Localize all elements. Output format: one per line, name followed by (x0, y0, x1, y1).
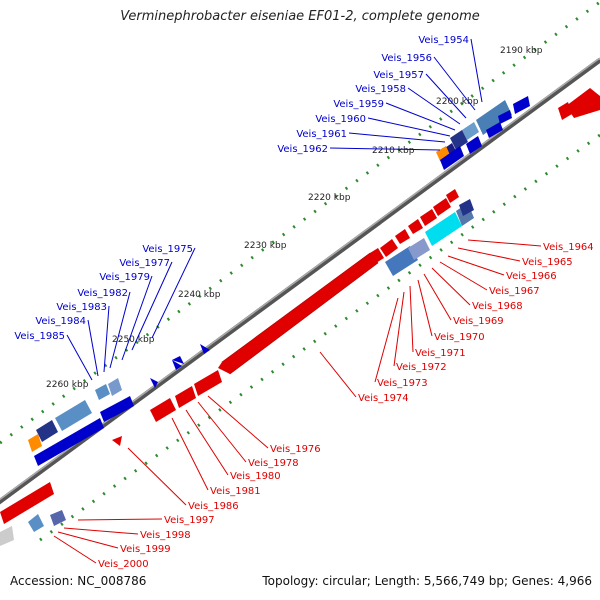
gene-labels: Veis_1954 Veis_1956 Veis_1957 Veis_1958 Veis… (14, 35, 593, 570)
gene-label-veis-1985[interactable]: Veis_1985 (14, 331, 65, 342)
scale-label: 2200 kbp (436, 97, 479, 107)
gene-leader (393, 291, 405, 367)
gene-leader (423, 273, 452, 321)
gene-label-veis-1999[interactable]: Veis_1999 (120, 544, 171, 555)
gene-leader (439, 261, 488, 291)
gene-leader (447, 255, 505, 276)
reverse-gene-cluster (370, 189, 459, 263)
gene-label-veis-1980[interactable]: Veis_1980 (230, 471, 281, 482)
gene-block-veis-1974[interactable] (221, 252, 379, 375)
gene-leader (467, 239, 542, 247)
gene-label-veis-1959[interactable]: Veis_1959 (333, 99, 384, 110)
gene-leader (151, 247, 196, 339)
gene-label-veis-1957[interactable]: Veis_1957 (373, 70, 424, 81)
gene-label-veis-1998[interactable]: Veis_1998 (140, 530, 191, 541)
gene-label-veis-1970[interactable]: Veis_1970 (434, 332, 485, 343)
gene-leader (121, 275, 153, 361)
gene-leader (63, 527, 139, 535)
map-title: Verminephrobacter eiseniae EF01-2, compl… (120, 9, 480, 24)
feature-blocks-left (0, 344, 222, 546)
gene-leader (103, 305, 110, 373)
gene-leader (109, 291, 131, 369)
topology-summary: Topology: circular; Length: 5,566,749 bp… (262, 574, 592, 588)
gene-leader (87, 319, 99, 377)
label-leaders (53, 38, 542, 564)
gene-label-veis-1972[interactable]: Veis_1972 (396, 362, 447, 373)
gene-label-veis-1954[interactable]: Veis_1954 (418, 35, 469, 46)
gene-label-veis-1977[interactable]: Veis_1977 (119, 258, 170, 269)
gene-label-veis-1984[interactable]: Veis_1984 (35, 316, 86, 327)
feature-blocks-upper (436, 88, 600, 170)
gene-label-veis-1975[interactable]: Veis_1975 (142, 244, 193, 255)
scale-label: 2260 kbp (46, 380, 89, 390)
gene-label-veis-1976[interactable]: Veis_1976 (270, 444, 321, 455)
gene-label-veis-1956[interactable]: Veis_1956 (381, 53, 432, 64)
gene-leader (433, 56, 476, 111)
gene-leader (431, 267, 471, 306)
gene-label-veis-1983[interactable]: Veis_1983 (56, 302, 107, 313)
gene-leader (470, 38, 483, 103)
gene-label-veis-1965[interactable]: Veis_1965 (522, 257, 573, 268)
gene-leader (329, 147, 441, 151)
scale-label: 2240 kbp (178, 290, 221, 300)
gene-label-veis-1964[interactable]: Veis_1964 (543, 242, 594, 253)
gene-leader (409, 285, 414, 353)
gene-leader (77, 518, 163, 521)
gene-label-veis-1997[interactable]: Veis_1997 (164, 515, 215, 526)
gene-label-veis-1966[interactable]: Veis_1966 (506, 271, 557, 282)
gene-label-veis-1969[interactable]: Veis_1969 (453, 316, 504, 327)
gene-label-veis-1982[interactable]: Veis_1982 (77, 288, 128, 299)
feature-blocks-center (385, 199, 474, 276)
accession-text: Accession: NC_008786 (10, 574, 147, 588)
gene-label-veis-1981[interactable]: Veis_1981 (210, 486, 261, 497)
gene-leader (348, 132, 446, 143)
gene-label-veis-1968[interactable]: Veis_1968 (472, 301, 523, 312)
gene-leader (319, 351, 357, 398)
scale-label: 2190 kbp (500, 46, 543, 56)
scale-label: 2230 kbp (244, 241, 287, 251)
genome-backbone (0, 57, 600, 505)
scale-label: 2250 kbp (112, 335, 155, 345)
gene-leader (171, 417, 209, 491)
scale-label: 2210 kbp (372, 146, 415, 156)
gene-label-veis-1971[interactable]: Veis_1971 (415, 348, 466, 359)
gene-leader (185, 409, 229, 476)
gene-label-veis-1978[interactable]: Veis_1978 (248, 458, 299, 469)
gene-label-veis-1974[interactable]: Veis_1974 (358, 393, 409, 404)
gene-leader (53, 535, 97, 564)
gene-label-veis-1960[interactable]: Veis_1960 (315, 114, 366, 125)
gene-leader (425, 73, 467, 119)
gene-label-veis-1958[interactable]: Veis_1958 (355, 84, 406, 95)
gene-leader (367, 117, 451, 137)
gene-leader (417, 279, 433, 337)
gene-leader (207, 395, 269, 449)
gene-leader (57, 531, 119, 549)
gene-label-veis-1962[interactable]: Veis_1962 (277, 144, 328, 155)
gene-label-veis-2000[interactable]: Veis_2000 (98, 559, 149, 570)
gene-label-veis-1979[interactable]: Veis_1979 (99, 272, 150, 283)
gene-leader (131, 261, 173, 351)
gene-leader (385, 102, 456, 131)
scale-labels: 2190 kbp 2200 kbp 2210 kbp 2220 kbp 2230 kbp… (46, 46, 543, 390)
gene-leader (374, 297, 399, 383)
gene-leader (197, 401, 247, 463)
gene-leader (407, 87, 461, 125)
gene-leader (66, 334, 93, 381)
gene-label-veis-1967[interactable]: Veis_1967 (489, 286, 540, 297)
scale-label: 2220 kbp (308, 193, 351, 203)
gene-label-veis-1973[interactable]: Veis_1973 (377, 378, 428, 389)
gene-leader (457, 247, 521, 262)
gene-label-veis-1986[interactable]: Veis_1986 (188, 501, 239, 512)
gene-leader (127, 447, 187, 506)
gene-label-veis-1961[interactable]: Veis_1961 (296, 129, 347, 140)
